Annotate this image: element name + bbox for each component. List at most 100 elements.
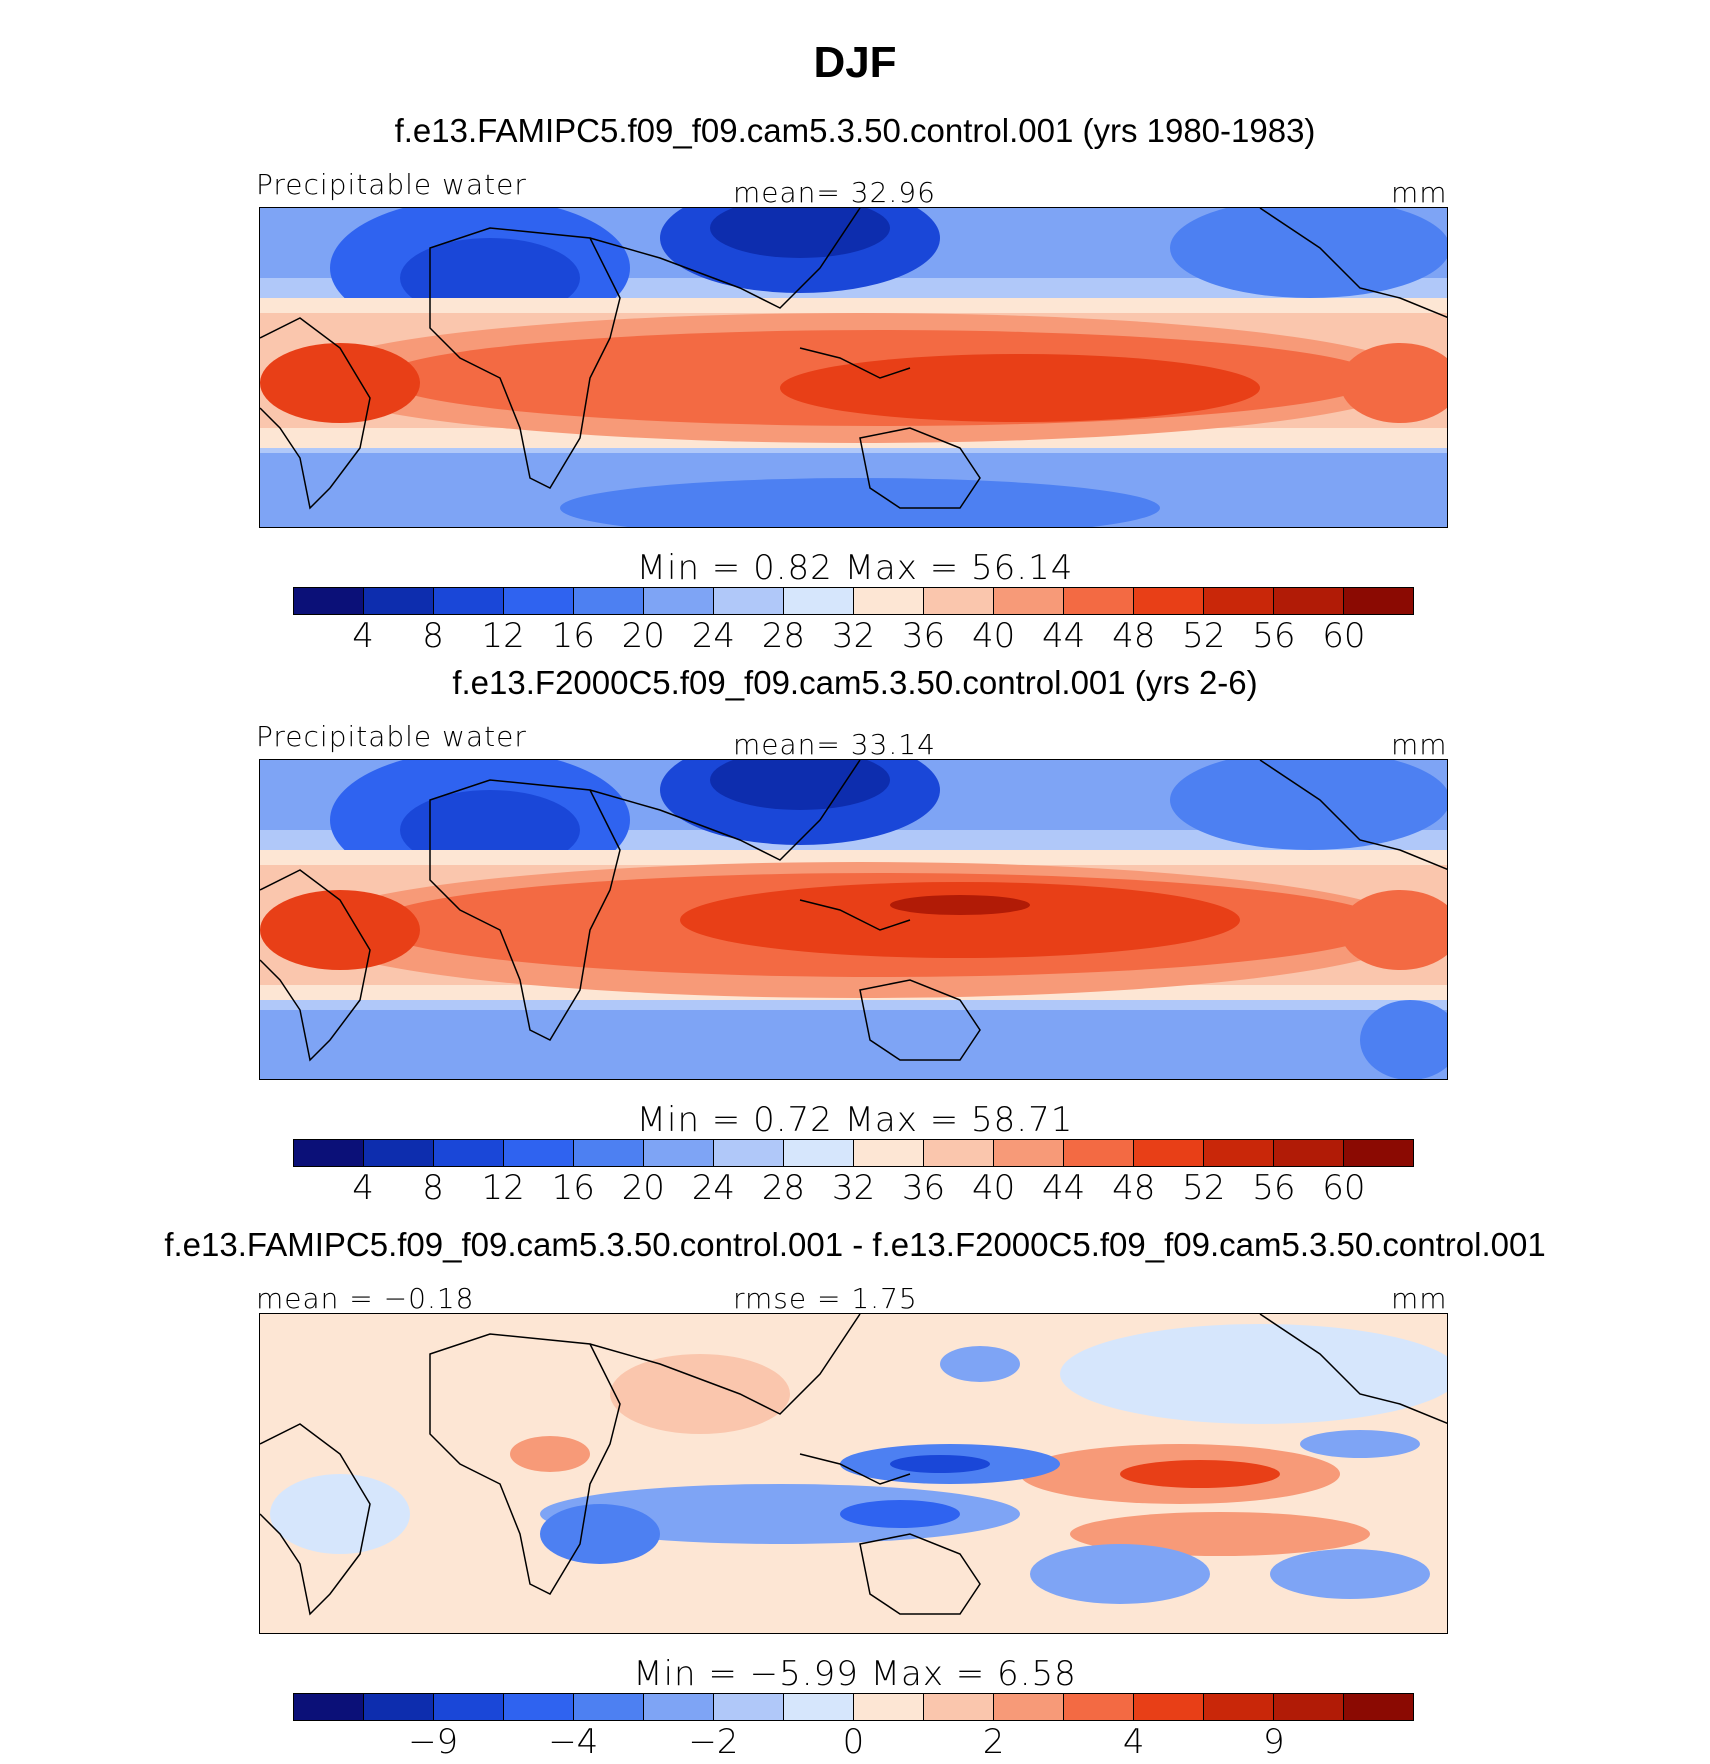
colorbar-tick-label: 60 xyxy=(1322,1168,1366,1208)
colorbar-swatch xyxy=(924,588,994,614)
colorbar-swatch xyxy=(714,588,784,614)
colorbar-tick-label: 36 xyxy=(901,1168,946,1208)
colorbar-tick-label: 36 xyxy=(901,616,946,656)
panel3-min-max: Min = −5.99 Max = 6.58 xyxy=(633,1654,1077,1694)
colorbar-tick-label: 48 xyxy=(1112,1168,1156,1208)
colorbar-tick-label: 52 xyxy=(1182,616,1226,656)
colorbar-tick-label: 20 xyxy=(621,1168,665,1208)
colorbar-swatch xyxy=(574,588,644,614)
colorbar-tick-label: −9 xyxy=(408,1722,459,1762)
panel1-mean-label: mean= 32.96 xyxy=(733,176,936,209)
panel1-colorbar-ticks: 4 8 12 16 20 24 28 32 36 40 44 48 52 56 60 xyxy=(293,616,1414,656)
colorbar-swatch xyxy=(714,1140,784,1166)
panel3-rmse-label: rmse = 1.75 xyxy=(733,1282,918,1315)
colorbar-tick-label: 56 xyxy=(1252,1168,1296,1208)
colorbar-tick-label: 8 xyxy=(422,1168,444,1208)
colorbar-swatch xyxy=(504,1694,574,1720)
colorbar-tick-label: 20 xyxy=(621,616,665,656)
panel1-colorbar xyxy=(293,587,1414,615)
colorbar-swatch xyxy=(1274,588,1344,614)
colorbar-swatch xyxy=(1204,1140,1274,1166)
panel3-colorbar xyxy=(293,1693,1414,1721)
colorbar-swatch xyxy=(994,1140,1064,1166)
colorbar-swatch xyxy=(434,1694,504,1720)
colorbar-swatch xyxy=(1064,1694,1134,1720)
colorbar-tick-label: 48 xyxy=(1112,616,1156,656)
colorbar-swatch xyxy=(1344,588,1413,614)
panel3-map-field xyxy=(260,1314,1447,1633)
colorbar-tick-label: 12 xyxy=(481,1168,525,1208)
colorbar-swatch xyxy=(1064,1140,1134,1166)
colorbar-tick-label: 28 xyxy=(761,616,806,656)
panel1-variable-label: Precipitable water xyxy=(256,168,527,201)
panel2-map-field xyxy=(260,760,1447,1079)
colorbar-swatch xyxy=(644,588,714,614)
colorbar-swatch xyxy=(1204,1694,1274,1720)
colorbar-swatch xyxy=(924,1140,994,1166)
panel1-map xyxy=(259,207,1448,528)
colorbar-swatch xyxy=(994,1694,1064,1720)
colorbar-swatch xyxy=(1274,1140,1344,1166)
colorbar-swatch xyxy=(1064,588,1134,614)
colorbar-tick-label: 16 xyxy=(551,616,595,656)
colorbar-tick-label: 4 xyxy=(352,616,374,656)
panel2-min-max: Min = 0.72 Max = 58.71 xyxy=(636,1100,1074,1140)
colorbar-swatch xyxy=(924,1694,994,1720)
colorbar-tick-label: 0 xyxy=(842,1722,865,1762)
colorbar-swatch xyxy=(434,588,504,614)
colorbar-swatch xyxy=(294,1694,364,1720)
colorbar-swatch xyxy=(504,1140,574,1166)
colorbar-swatch xyxy=(854,1140,924,1166)
colorbar-tick-label: 2 xyxy=(982,1722,1005,1762)
panel2-colorbar-ticks: 4 8 12 16 20 24 28 32 36 40 44 48 52 56 60 xyxy=(293,1168,1414,1208)
colorbar-tick-label: 32 xyxy=(831,1168,876,1208)
colorbar-swatch xyxy=(434,1140,504,1166)
colorbar-swatch xyxy=(1134,1140,1204,1166)
colorbar-swatch xyxy=(294,1140,364,1166)
colorbar-swatch xyxy=(784,1694,854,1720)
colorbar-swatch xyxy=(364,1140,434,1166)
colorbar-swatch xyxy=(644,1694,714,1720)
panel1-units-label: mm xyxy=(1391,176,1448,209)
colorbar-swatch xyxy=(854,1694,924,1720)
colorbar-swatch xyxy=(294,588,364,614)
colorbar-swatch xyxy=(364,1694,434,1720)
panel1-map-field xyxy=(260,208,1447,527)
colorbar-tick-label: 56 xyxy=(1252,616,1296,656)
panel3-units-label: mm xyxy=(1391,1282,1448,1315)
colorbar-swatch xyxy=(1274,1694,1344,1720)
colorbar-swatch xyxy=(1204,588,1274,614)
colorbar-swatch xyxy=(574,1694,644,1720)
colorbar-swatch xyxy=(854,588,924,614)
colorbar-tick-label: 44 xyxy=(1042,1168,1086,1208)
colorbar-swatch xyxy=(784,1140,854,1166)
panel3-run-title: f.e13.FAMIPC5.f09_f09.cam5.3.50.control.… xyxy=(164,1226,1546,1263)
colorbar-swatch xyxy=(1344,1140,1413,1166)
colorbar-tick-label: 4 xyxy=(352,1168,374,1208)
panel3-mean-label: mean = −0.18 xyxy=(256,1282,475,1315)
colorbar-tick-label: 16 xyxy=(551,1168,595,1208)
panel1-run-title: f.e13.FAMIPC5.f09_f09.cam5.3.50.control.… xyxy=(394,112,1316,149)
panel3-colorbar-ticks: −9 −4 −2 0 2 4 9 xyxy=(293,1722,1414,1762)
colorbar-swatch xyxy=(1344,1694,1413,1720)
colorbar-tick-label: 8 xyxy=(422,616,444,656)
colorbar-swatch xyxy=(1134,1694,1204,1720)
panel1-min-max: Min = 0.82 Max = 56.14 xyxy=(636,548,1074,588)
colorbar-tick-label: −2 xyxy=(688,1722,739,1762)
colorbar-tick-label: 60 xyxy=(1322,616,1366,656)
colorbar-tick-label: 12 xyxy=(481,616,525,656)
panel2-run-title: f.e13.F2000C5.f09_f09.cam5.3.50.control.… xyxy=(452,664,1258,701)
colorbar-tick-label: 4 xyxy=(1122,1722,1145,1762)
panel2-map xyxy=(259,759,1448,1080)
panel2-units-label: mm xyxy=(1391,728,1448,761)
colorbar-tick-label: 32 xyxy=(831,616,876,656)
colorbar-swatch xyxy=(994,588,1064,614)
colorbar-swatch xyxy=(714,1694,784,1720)
colorbar-tick-label: 52 xyxy=(1182,1168,1226,1208)
colorbar-swatch xyxy=(574,1140,644,1166)
panel3-map xyxy=(259,1313,1448,1634)
colorbar-swatch xyxy=(364,588,434,614)
colorbar-tick-label: 40 xyxy=(971,616,1016,656)
colorbar-tick-label: 44 xyxy=(1042,616,1086,656)
colorbar-tick-label: 24 xyxy=(691,616,736,656)
